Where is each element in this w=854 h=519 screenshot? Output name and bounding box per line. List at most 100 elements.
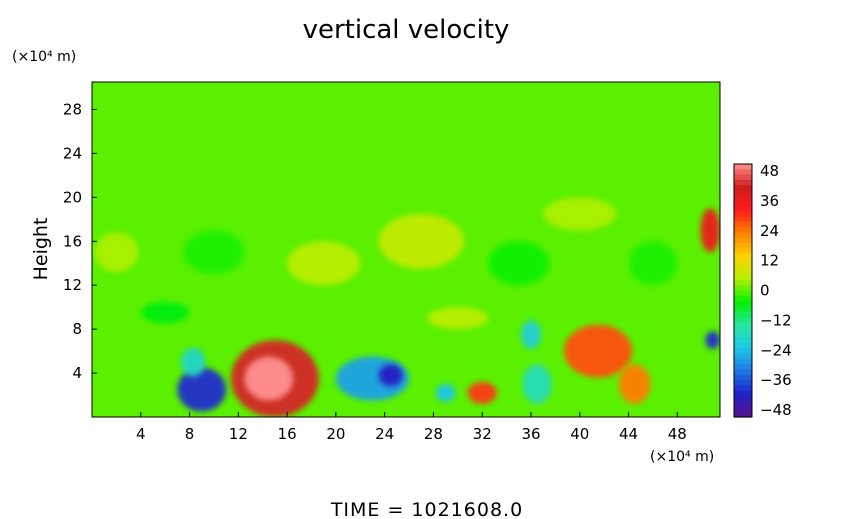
colorbar-segment	[734, 369, 752, 376]
x-tick-label: 4	[136, 425, 146, 443]
colorbar: 48 36 24 12 0 −12 −24 −36 −48	[733, 162, 792, 419]
colorbar-segment	[734, 395, 752, 402]
y-axis-label: Height	[30, 218, 52, 281]
colorbar-segment	[734, 279, 752, 286]
colorbar-label: 48	[760, 162, 779, 180]
y-tick-label: 20	[63, 188, 82, 206]
colorbar-segment	[734, 332, 752, 339]
colorbar-segment	[734, 316, 752, 323]
heatmap-cell-9	[522, 364, 552, 404]
y-tick-label: 24	[63, 144, 82, 162]
colorbar-segment	[734, 285, 752, 292]
time-label: TIME = 1021608.0	[330, 499, 523, 519]
x-tick-label: 32	[473, 425, 492, 443]
colorbar-segment	[734, 311, 752, 318]
colorbar-label: −24	[760, 341, 792, 359]
colorbar-segment	[734, 164, 752, 170]
colorbar-segment	[734, 406, 752, 413]
colorbar-segment	[734, 221, 752, 228]
colorbar-label: 36	[760, 192, 779, 210]
colorbar-segment	[734, 264, 752, 271]
y-axis-ticks: 4 8 12 16 20 24 28	[63, 100, 97, 382]
colorbar-segment	[734, 290, 752, 297]
colorbar-segment	[734, 258, 752, 265]
heatmap-cell-12	[700, 208, 720, 253]
heatmap-cell-1	[244, 356, 294, 401]
heatmap-cell-19	[543, 197, 617, 231]
x-tick-label: 8	[185, 425, 195, 443]
colorbar-segment	[734, 200, 752, 207]
heatmap-cell-3	[181, 347, 206, 377]
colorbar-segment	[734, 216, 752, 223]
heatmap-cell-21	[140, 301, 190, 324]
x-axis-ticks: 4 8 12 16 20 24 28 32 36 40 44 48	[136, 412, 687, 443]
colorbar-segment	[734, 185, 752, 191]
colorbar-label: −36	[760, 371, 792, 389]
colorbar-segment	[734, 295, 752, 302]
heatmap-cell-11	[618, 364, 651, 404]
colorbar-segment	[734, 411, 752, 418]
heatmap	[92, 82, 720, 417]
x-tick-label: 20	[326, 425, 345, 443]
colorbar-segment	[734, 211, 752, 218]
colorbar-segment	[734, 401, 752, 408]
colorbar-segment	[734, 248, 752, 255]
colorbar-segment	[734, 364, 752, 371]
heatmap-cell-5	[378, 364, 403, 387]
colorbar-segment	[734, 206, 752, 213]
heatmap-cell-8	[521, 320, 541, 349]
colorbar-segment	[734, 301, 752, 307]
x-tick-label: 40	[570, 425, 589, 443]
colorbar-segment	[734, 322, 752, 328]
colorbar-label: 12	[760, 252, 779, 270]
heatmap-cell-15	[183, 230, 245, 275]
heatmap-cell-13	[705, 331, 720, 349]
colorbar-segment	[734, 306, 752, 313]
colorbar-segment	[734, 195, 752, 202]
colorbar-segment	[734, 327, 752, 334]
x-tick-label: 12	[229, 425, 248, 443]
heatmap-cell-7	[467, 381, 497, 404]
colorbar-segment	[734, 174, 752, 181]
heatmap-cell-20	[628, 241, 678, 286]
colorbar-segment	[734, 348, 752, 355]
colorbar-segment	[734, 359, 752, 365]
heatmap-cell-17	[378, 213, 464, 269]
colorbar-segment	[734, 253, 752, 260]
colorbar-segment	[734, 374, 752, 381]
heatmap-cell-10	[563, 324, 633, 378]
y-axis-unit: (×10⁴ m)	[12, 49, 76, 65]
colorbar-segment	[734, 237, 752, 244]
y-tick-label: 16	[63, 232, 82, 250]
x-tick-label: 48	[668, 425, 687, 443]
heatmap-cell-16	[287, 241, 361, 286]
heatmap-cell-14	[94, 232, 139, 273]
colorbar-segment	[734, 390, 752, 397]
colorbar-label: 0	[760, 282, 770, 300]
plot-frame	[91, 81, 721, 418]
x-tick-label: 36	[521, 425, 540, 443]
heatmap-cell-2	[177, 367, 227, 412]
heatmap-cell-22	[427, 307, 489, 330]
colorbar-segment	[734, 227, 752, 234]
y-tick-label: 8	[72, 320, 82, 338]
colorbar-segment	[734, 190, 752, 197]
colorbar-segment	[734, 353, 752, 360]
colorbar-segment	[734, 243, 752, 249]
x-axis-unit: (×10⁴ m)	[650, 449, 714, 465]
heatmap-cell-18	[488, 241, 550, 286]
x-tick-label: 44	[619, 425, 638, 443]
colorbar-segment	[734, 269, 752, 276]
colorbar-segment	[734, 380, 752, 386]
colorbar-label: −48	[760, 401, 792, 419]
colorbar-frame	[733, 163, 753, 418]
chart-title: vertical velocity	[303, 15, 510, 45]
x-tick-label: 28	[424, 425, 443, 443]
colorbar-segment	[734, 169, 752, 176]
colorbar-segment	[734, 337, 752, 344]
colorbar-segment	[734, 343, 752, 350]
colorbar-segment	[734, 232, 752, 239]
y-tick-label: 28	[63, 100, 82, 118]
colorbar-segment	[734, 274, 752, 281]
